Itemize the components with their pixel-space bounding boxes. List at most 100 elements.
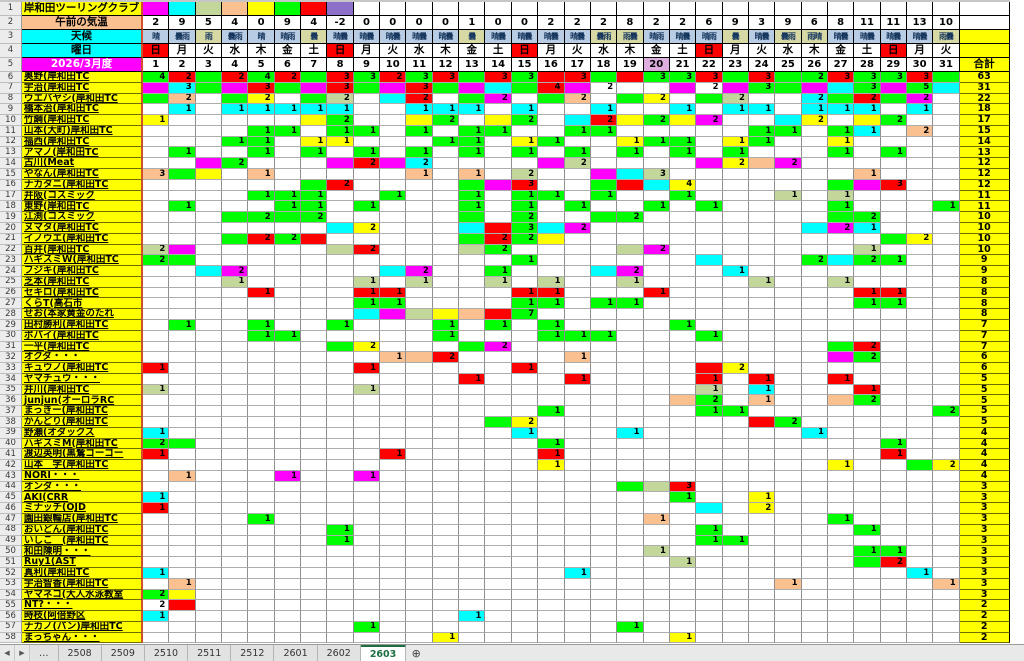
attendance-cell[interactable] (143, 136, 170, 148)
attendance-cell[interactable] (169, 492, 196, 504)
attendance-cell[interactable] (222, 233, 249, 245)
row-number[interactable]: 44 (0, 481, 22, 493)
attendance-cell[interactable] (380, 503, 407, 515)
temp-cell[interactable]: 9 (274, 16, 302, 30)
attendance-cell[interactable] (301, 244, 328, 256)
temp-cell[interactable]: 1 (459, 16, 486, 30)
attendance-cell[interactable] (827, 179, 855, 191)
attendance-cell[interactable] (722, 481, 749, 493)
attendance-cell[interactable] (406, 233, 433, 245)
date-header-cell[interactable]: 23 (722, 58, 749, 72)
attendance-cell[interactable] (406, 481, 433, 493)
attendance-cell[interactable]: 2 (801, 72, 828, 83)
attendance-cell[interactable] (222, 417, 249, 428)
attendance-cell[interactable] (327, 621, 354, 633)
member-name-cell[interactable]: オクダ・・・ (22, 352, 143, 364)
attendance-cell[interactable] (511, 93, 539, 105)
attendance-cell[interactable] (696, 546, 723, 558)
attendance-cell[interactable]: 1 (274, 190, 302, 202)
attendance-cell[interactable] (432, 255, 460, 267)
attendance-cell[interactable] (748, 546, 776, 558)
attendance-cell[interactable] (827, 93, 855, 105)
temp-cell[interactable]: 0 (380, 16, 407, 30)
attendance-cell[interactable]: 2 (906, 93, 934, 105)
date-header-cell[interactable]: 11 (406, 58, 433, 72)
attendance-cell[interactable] (511, 406, 539, 417)
attendance-cell[interactable] (775, 514, 802, 525)
attendance-cell[interactable] (880, 535, 907, 547)
attendance-cell[interactable]: 3 (143, 169, 170, 180)
attendance-cell[interactable] (722, 341, 749, 353)
attendance-cell[interactable]: 1 (696, 373, 723, 385)
attendance-cell[interactable] (827, 546, 855, 558)
attendance-cell[interactable] (590, 621, 618, 633)
attendance-cell[interactable] (643, 222, 670, 234)
attendance-cell[interactable] (801, 417, 828, 428)
legend-color-cell[interactable] (696, 2, 723, 16)
attendance-cell[interactable] (143, 147, 170, 159)
attendance-cell[interactable] (511, 438, 539, 450)
attendance-cell[interactable] (538, 470, 565, 482)
attendance-cell[interactable] (775, 524, 802, 536)
attendance-cell[interactable] (696, 417, 723, 428)
row-number[interactable]: 6 (0, 72, 22, 83)
attendance-cell[interactable] (880, 363, 907, 374)
attendance-cell[interactable] (327, 557, 354, 568)
attendance-cell[interactable] (538, 578, 565, 590)
attendance-cell[interactable] (380, 82, 407, 94)
attendance-cell[interactable] (432, 298, 460, 310)
attendance-cell[interactable]: 1 (459, 201, 486, 213)
attendance-cell[interactable]: 1 (511, 427, 539, 439)
attendance-cell[interactable] (485, 611, 512, 622)
attendance-cell[interactable] (590, 481, 618, 493)
attendance-cell[interactable] (380, 417, 407, 428)
date-header-cell[interactable]: 3 (195, 58, 223, 72)
attendance-cell[interactable] (696, 578, 723, 590)
attendance-cell[interactable] (748, 427, 776, 439)
attendance-cell[interactable] (933, 363, 960, 374)
member-name-cell[interactable]: 橋本治(岸和田TC (22, 104, 143, 116)
member-name-cell[interactable]: まっきー(岸和田TC (22, 406, 143, 417)
attendance-cell[interactable]: 2 (801, 255, 828, 267)
attendance-cell[interactable]: 1 (827, 147, 855, 159)
attendance-cell[interactable] (169, 546, 196, 558)
attendance-cell[interactable] (406, 438, 433, 450)
weather-cell[interactable]: 雨曇 (933, 30, 960, 44)
attendance-cell[interactable] (775, 104, 802, 116)
temp-cell[interactable]: 10 (933, 16, 960, 30)
attendance-cell[interactable] (169, 309, 196, 320)
attendance-cell[interactable] (485, 589, 512, 601)
attendance-cell[interactable] (274, 514, 302, 525)
attendance-cell[interactable] (854, 266, 881, 277)
attendance-cell[interactable] (906, 341, 934, 353)
weekday-cell[interactable]: 火 (564, 44, 591, 58)
attendance-cell[interactable]: 3 (406, 82, 433, 94)
attendance-cell[interactable] (353, 427, 381, 439)
attendance-cell[interactable] (696, 427, 723, 439)
legend-color-cell[interactable] (327, 2, 354, 16)
attendance-cell[interactable] (643, 266, 670, 277)
attendance-cell[interactable] (590, 244, 618, 256)
attendance-cell[interactable] (827, 438, 855, 450)
attendance-cell[interactable] (169, 524, 196, 536)
attendance-cell[interactable] (380, 395, 407, 407)
attendance-cell[interactable]: 1 (274, 470, 302, 482)
temp-cell[interactable]: -2 (327, 16, 354, 30)
attendance-cell[interactable] (301, 417, 328, 428)
attendance-cell[interactable] (327, 147, 354, 159)
weather-cell[interactable]: 晴雨 (643, 30, 670, 44)
attendance-cell[interactable] (301, 621, 328, 633)
attendance-cell[interactable] (748, 567, 776, 579)
sheet-tab-2508[interactable]: 2508 (58, 645, 102, 661)
attendance-cell[interactable]: 3 (880, 179, 907, 191)
attendance-cell[interactable]: 1 (933, 578, 960, 590)
attendance-cell[interactable] (854, 611, 881, 622)
attendance-cell[interactable] (327, 417, 354, 428)
attendance-cell[interactable] (169, 589, 196, 601)
attendance-cell[interactable] (906, 169, 934, 180)
attendance-cell[interactable]: 2 (485, 341, 512, 353)
attendance-cell[interactable] (854, 600, 881, 612)
row-number[interactable]: 37 (0, 406, 22, 417)
attendance-cell[interactable] (827, 341, 855, 353)
attendance-cell[interactable] (827, 287, 855, 299)
